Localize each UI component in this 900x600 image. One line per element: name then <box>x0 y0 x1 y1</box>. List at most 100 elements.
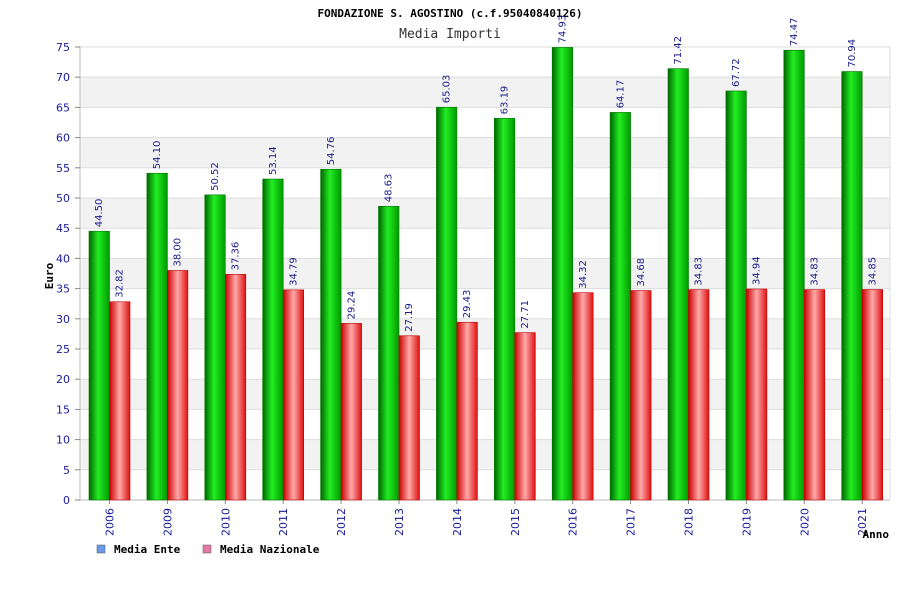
x-tick-label: 2016 <box>567 508 580 536</box>
bar-media-nazionale-2014 <box>456 321 478 501</box>
value-label: 34.83 <box>694 257 705 286</box>
bar-media-nazionale-2016 <box>572 292 594 501</box>
bar-media-nazionale-2010 <box>225 274 247 501</box>
y-tick-label: 10 <box>56 434 70 447</box>
bar-media-ente-2009 <box>146 172 168 501</box>
bar-media-nazionale-2018 <box>688 289 710 501</box>
bar-media-nazionale-2019 <box>746 288 768 501</box>
x-tick-label: 2011 <box>277 508 290 536</box>
x-tick-label: 2015 <box>509 508 522 536</box>
y-tick-label: 65 <box>56 101 70 114</box>
value-label: 37.36 <box>231 242 242 271</box>
x-tick-label: 2010 <box>219 508 232 536</box>
value-label: 27.19 <box>404 303 415 332</box>
x-tick-label: 2017 <box>625 508 638 536</box>
value-label: 34.94 <box>752 256 763 285</box>
bar-media-ente-2012 <box>320 168 342 501</box>
y-tick-label: 20 <box>56 373 70 386</box>
value-label: 34.79 <box>288 257 299 286</box>
value-label: 64.17 <box>615 80 626 109</box>
bar-media-ente-2013 <box>378 205 400 501</box>
y-tick-label: 45 <box>56 222 70 235</box>
value-label: 29.24 <box>346 291 357 320</box>
x-tick-label: 2009 <box>161 508 174 536</box>
x-tick-label: 2013 <box>393 508 406 536</box>
chart-subtitle: Media Importi <box>399 27 501 42</box>
bar-media-nazionale-2017 <box>630 290 652 501</box>
bar-media-nazionale-2009 <box>167 270 189 501</box>
bar-media-ente-2021 <box>841 71 863 501</box>
bar-media-nazionale-2012 <box>340 323 362 501</box>
bar-media-nazionale-2011 <box>282 289 305 501</box>
plot-background <box>80 47 890 500</box>
x-tick-label: 2012 <box>335 508 348 536</box>
value-label: 32.82 <box>115 269 126 298</box>
value-label: 34.68 <box>636 258 647 287</box>
bar-media-ente-2014 <box>436 106 458 501</box>
value-label: 54.76 <box>326 137 337 166</box>
value-label: 34.83 <box>810 257 821 286</box>
y-tick-label: 5 <box>63 464 70 477</box>
x-tick-label: 2019 <box>740 508 753 536</box>
y-tick-label: 70 <box>56 71 70 84</box>
bar-media-ente-2020 <box>783 49 805 501</box>
x-tick-label: 2018 <box>683 508 696 536</box>
value-label: 63.19 <box>500 86 511 115</box>
value-label: 74.47 <box>789 18 800 47</box>
x-tick-label: 2006 <box>104 508 117 536</box>
y-tick-label: 55 <box>56 162 70 175</box>
y-tick-label: 30 <box>56 313 70 326</box>
bar-media-nazionale-2006 <box>109 301 131 501</box>
bar-media-nazionale-2020 <box>803 289 826 501</box>
value-labels: 44.50 32.82 54.10 38.00 50.52 37.36 53.14 34.79… <box>94 15 878 332</box>
legend: Media Ente Media Nazionale <box>96 543 320 556</box>
bars <box>88 47 884 501</box>
grid-band <box>80 137 890 168</box>
value-label: 27.71 <box>520 300 531 329</box>
bar-media-nazionale-2015 <box>514 332 536 501</box>
y-tick-label: 35 <box>56 283 70 296</box>
value-label: 34.85 <box>867 257 878 286</box>
value-label: 50.52 <box>210 162 221 191</box>
y-tick-label: 75 <box>56 41 70 54</box>
bar-media-nazionale-2021 <box>861 289 884 501</box>
y-tick-label: 15 <box>56 403 70 416</box>
bar-media-ente-2011 <box>262 178 284 501</box>
bar-media-ente-2006 <box>88 230 110 501</box>
x-tick-label: 2021 <box>856 508 869 536</box>
value-label: 67.72 <box>731 58 742 87</box>
bar-media-ente-2018 <box>667 68 689 501</box>
y-tick-label: 60 <box>56 132 70 145</box>
value-label: 38.00 <box>173 238 184 267</box>
grid-band <box>80 77 890 108</box>
y-tick-label: 25 <box>56 343 70 356</box>
y-tick-label: 40 <box>56 252 70 265</box>
legend-label-media-nazionale: Media Nazionale <box>220 543 320 556</box>
bar-media-nazionale-2013 <box>398 335 420 501</box>
legend-swatch-media-ente <box>96 544 106 554</box>
value-label: 70.94 <box>847 39 858 68</box>
value-label: 74.93 <box>557 15 568 44</box>
bar-media-ente-2015 <box>493 118 516 501</box>
grid-band <box>80 379 890 410</box>
value-label: 53.14 <box>268 146 279 175</box>
value-label: 65.03 <box>442 75 453 104</box>
legend-label-media-ente: Media Ente <box>114 543 181 556</box>
value-label: 54.10 <box>152 141 163 170</box>
bar-media-ente-2019 <box>725 90 747 501</box>
y-tick-label: 0 <box>63 494 70 507</box>
grid-band <box>80 318 890 349</box>
value-label: 71.42 <box>673 36 684 65</box>
y-axis-ticks: 0 5 10 15 20 25 30 35 40 45 50 55 60 65 70 75 <box>56 41 80 507</box>
y-axis-label: Euro <box>43 262 56 289</box>
y-tick-label: 50 <box>56 192 70 205</box>
grid-band <box>80 258 890 289</box>
x-tick-label: 2014 <box>451 508 464 536</box>
grid-band <box>80 198 890 229</box>
x-tick-label: 2020 <box>798 508 811 536</box>
chart-title: FONDAZIONE S. AGOSTINO (c.f.95040840126) <box>318 7 583 20</box>
legend-swatch-media-nazionale <box>202 544 212 554</box>
bar-media-ente-2017 <box>609 112 631 501</box>
x-axis-ticks: 2006 2009 2010 2011 2012 2013 2014 2015 2016 2017… <box>104 500 869 536</box>
